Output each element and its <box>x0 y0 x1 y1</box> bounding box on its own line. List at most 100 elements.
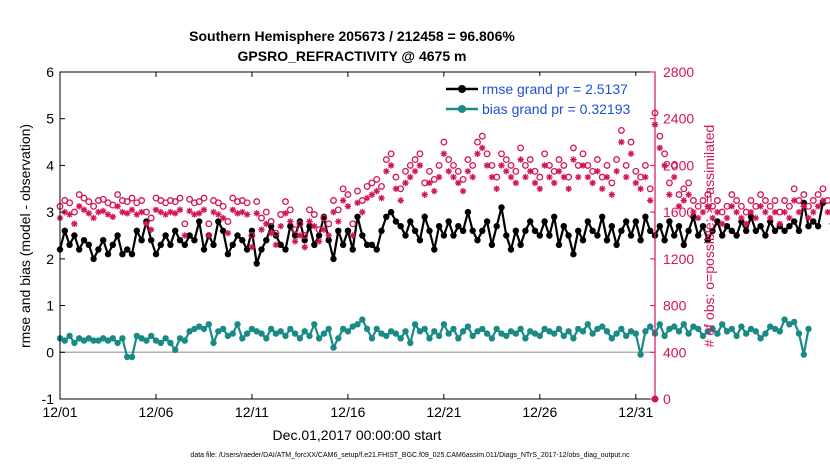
assimilated-point <box>95 208 102 216</box>
rmse-point <box>421 213 428 220</box>
bias-point <box>728 325 735 333</box>
possible-point <box>406 161 414 169</box>
assimilated-point <box>819 197 827 204</box>
bias-point <box>407 339 414 347</box>
assimilated-point <box>339 197 347 204</box>
possible-point <box>219 202 227 210</box>
rmse-point <box>104 251 112 258</box>
rmse-point <box>570 251 577 258</box>
bias-point <box>176 335 184 342</box>
rmse-point <box>128 251 136 258</box>
assimilated-point <box>234 210 241 217</box>
y-right-tick-label: 400 <box>663 344 687 360</box>
assimilated-point <box>810 208 817 216</box>
assimilated-point <box>354 199 361 206</box>
bias-point <box>229 330 236 337</box>
assimilated-point <box>450 173 457 181</box>
rmse-point <box>224 251 232 258</box>
rmse-point <box>282 246 289 253</box>
rmse-point <box>675 223 683 230</box>
rmse-point <box>148 237 155 244</box>
possible-point <box>114 191 122 199</box>
assimilated-point <box>176 206 184 214</box>
rmse-point <box>387 208 395 216</box>
bias-point <box>148 332 155 340</box>
possible-point <box>757 191 765 199</box>
possible-point <box>675 191 683 199</box>
assimilated-point <box>714 208 721 216</box>
assimilated-point <box>527 168 534 175</box>
rmse-point <box>814 223 822 230</box>
bias-point <box>791 318 798 326</box>
possible-point <box>689 197 697 204</box>
assimilated-point <box>407 173 414 181</box>
rmse-point <box>311 241 318 248</box>
bias-point <box>133 332 140 340</box>
assimilated-point <box>479 144 486 152</box>
bias-point <box>680 321 687 328</box>
rmse-point <box>71 232 78 239</box>
x-tick-label: 12/16 <box>330 404 365 420</box>
bias-point <box>119 335 126 342</box>
assimilated-point <box>766 214 774 222</box>
rmse-point <box>704 237 711 244</box>
rmse-point <box>416 237 424 244</box>
assimilated-point <box>258 226 265 233</box>
rmse-point <box>810 218 817 225</box>
bias-point <box>359 316 366 323</box>
assimilated-point <box>431 187 438 195</box>
bias-point <box>378 330 385 337</box>
possible-point <box>536 173 544 181</box>
possible-point <box>378 182 385 190</box>
bias-point <box>647 323 654 330</box>
assimilated-point <box>109 213 116 221</box>
possible-point <box>507 161 515 169</box>
possible-point <box>464 156 472 164</box>
x-axis-ticks: 12/01 12/06 12/11 12/16 12/21 12/26 12/31 <box>42 72 654 420</box>
rmse-point <box>632 218 639 225</box>
assimilated-point <box>373 187 380 195</box>
possible-point <box>344 191 352 199</box>
assimilated-point <box>171 210 179 217</box>
rmse-point <box>411 227 419 234</box>
rmse-point <box>114 232 121 239</box>
possible-point <box>483 150 491 158</box>
rmse-point <box>647 227 654 234</box>
possible-point <box>603 161 611 169</box>
possible-point <box>680 185 688 193</box>
possible-point <box>229 194 237 202</box>
assimilated-point <box>71 220 78 228</box>
rmse-point <box>85 241 93 248</box>
possible-point <box>214 199 222 207</box>
possible-point <box>632 167 640 175</box>
assimilated-point <box>608 191 616 198</box>
assimilated-point <box>589 179 596 187</box>
rmse-point <box>435 223 443 230</box>
assimilated-point <box>555 168 563 175</box>
rmse-point <box>728 227 735 234</box>
possible-point <box>733 197 741 204</box>
assimilated-point <box>402 179 409 187</box>
assimilated-point <box>301 243 308 251</box>
y-left-tick-label: 6 <box>46 64 54 80</box>
series-assimilated <box>56 121 830 251</box>
assimilated-point <box>363 194 371 202</box>
bias-point <box>469 332 476 340</box>
rmse-point <box>709 227 716 234</box>
possible-point <box>85 198 93 206</box>
assimilated-point <box>219 214 227 222</box>
bias-point <box>627 328 635 335</box>
rmse-point <box>719 232 726 239</box>
x-axis-label: Dec.01,2017 00:00:00 start <box>273 427 442 443</box>
rmse-point <box>565 232 572 239</box>
bias-point <box>315 335 323 342</box>
bias-point <box>114 339 121 347</box>
assimilated-point <box>670 173 678 181</box>
rmse-point <box>80 237 88 244</box>
bias-point <box>747 325 755 333</box>
bias-point <box>411 321 419 328</box>
possible-point <box>569 144 577 152</box>
data-file-footnote: data file: /Users/raeder/DAI/ATM_forcXX/… <box>190 452 630 459</box>
possible-point <box>478 132 486 140</box>
